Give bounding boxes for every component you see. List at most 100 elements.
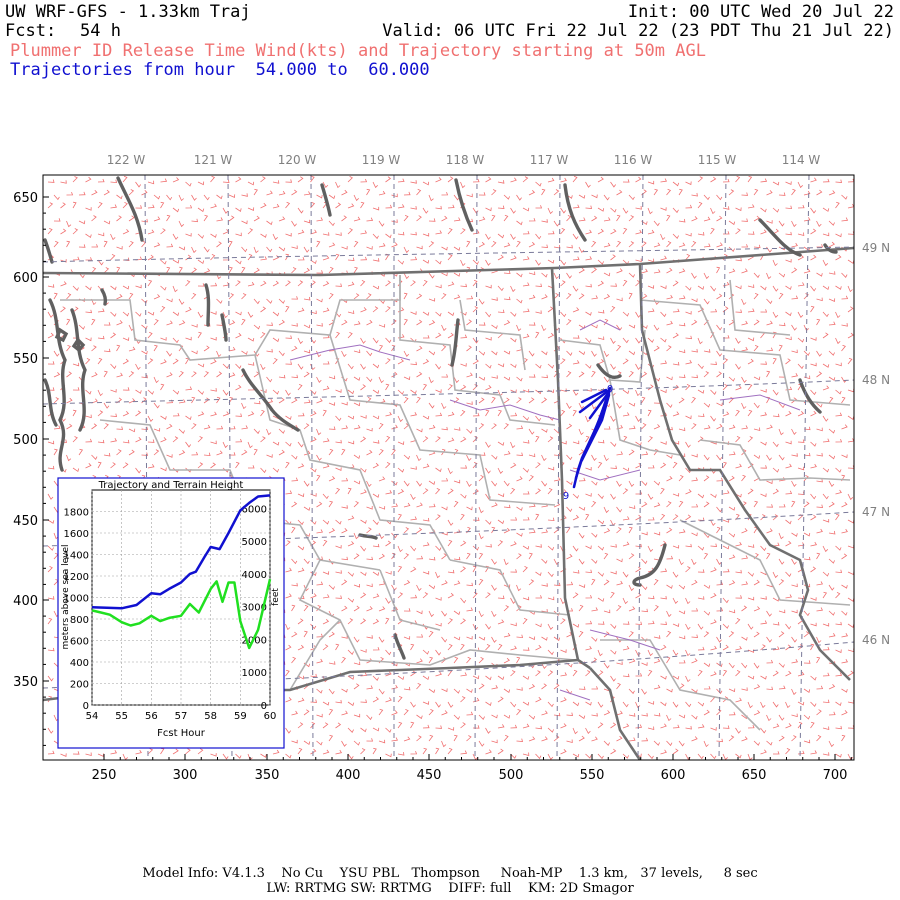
wind-barb xyxy=(785,440,792,445)
wind-barb xyxy=(785,411,792,417)
wind-barb xyxy=(397,592,404,599)
wind-barb xyxy=(303,191,311,196)
wind-barb xyxy=(128,428,136,433)
wind-barb xyxy=(666,555,674,560)
wind-barb xyxy=(610,283,618,287)
wind-barb xyxy=(97,439,105,444)
wind-barb xyxy=(110,332,117,339)
wind-barb xyxy=(347,228,353,235)
wind-barb xyxy=(435,332,442,339)
wind-barb xyxy=(685,441,691,448)
wind-barb xyxy=(741,346,749,352)
wind-barb xyxy=(672,675,680,680)
wind-barb xyxy=(685,675,691,683)
wind-barb xyxy=(353,424,361,430)
wind-barb xyxy=(772,621,780,626)
wind-barb xyxy=(528,736,536,742)
wind-barb xyxy=(760,361,768,365)
wind-barb xyxy=(328,448,334,456)
wind-barb xyxy=(766,424,773,430)
county-border xyxy=(379,569,441,631)
wind-barb xyxy=(403,686,411,691)
wind-barb xyxy=(47,311,54,318)
x-tick-label: 550 xyxy=(580,768,605,783)
wind-barb xyxy=(47,617,53,625)
wind-barb xyxy=(160,467,167,472)
wind-barb xyxy=(422,592,429,599)
wind-barb xyxy=(72,362,80,367)
wind-barb xyxy=(178,194,184,202)
wind-barb xyxy=(760,644,766,651)
wind-barb xyxy=(372,493,380,498)
wind-barb xyxy=(791,324,797,331)
wind-barb xyxy=(547,623,554,630)
wind-barb xyxy=(310,175,315,183)
wind-barb xyxy=(822,332,829,339)
wind-barb xyxy=(260,389,267,393)
wind-barb xyxy=(710,593,717,599)
wind-barb xyxy=(447,701,454,708)
wind-barb xyxy=(697,337,703,345)
wind-barb xyxy=(466,319,472,326)
wind-barb xyxy=(335,181,341,189)
wind-barb xyxy=(91,267,97,274)
wind-barb xyxy=(541,454,547,462)
river xyxy=(289,344,411,361)
wind-barb xyxy=(366,635,373,639)
wind-barb xyxy=(735,257,742,262)
wind-barb xyxy=(297,493,305,498)
wind-barb xyxy=(416,714,423,720)
wind-barb xyxy=(653,740,660,746)
wind-barb xyxy=(103,423,109,430)
wind-barb xyxy=(716,402,723,407)
wind-barb xyxy=(647,436,653,443)
wind-barb xyxy=(435,671,442,677)
wind-barb xyxy=(491,636,497,643)
wind-barb xyxy=(153,376,159,384)
wind-barb xyxy=(360,230,368,235)
wind-barb xyxy=(472,207,479,214)
wind-barb xyxy=(578,604,584,612)
wind-barb xyxy=(385,337,392,344)
wind-barb xyxy=(378,243,386,248)
wind-barb xyxy=(422,701,430,705)
wind-barb xyxy=(585,181,591,188)
wind-barb xyxy=(603,194,610,201)
wind-barb xyxy=(716,526,721,534)
wind-barb xyxy=(378,324,386,328)
wind-barb xyxy=(547,466,555,471)
wind-barb xyxy=(691,532,698,537)
wind-barb xyxy=(822,752,830,756)
wind-barb xyxy=(297,337,303,345)
wind-barb xyxy=(203,214,209,222)
wind-barb xyxy=(810,305,815,313)
wind-barb xyxy=(497,519,505,525)
wind-barb xyxy=(128,292,134,300)
wind-barb xyxy=(47,675,54,682)
wind-barb xyxy=(447,254,453,261)
wind-barb xyxy=(797,363,804,370)
wind-barb xyxy=(360,280,366,287)
wind-barb xyxy=(91,215,97,222)
wind-barb xyxy=(635,311,641,318)
wind-barb xyxy=(835,701,842,707)
wind-barb xyxy=(53,372,61,378)
wind-barb xyxy=(716,215,723,222)
wind-barb xyxy=(803,556,811,561)
trajectory-end-label: 0 xyxy=(607,384,613,395)
wind-barb xyxy=(366,480,372,487)
wind-barb xyxy=(391,552,396,560)
wind-barb xyxy=(478,714,485,720)
wind-barb xyxy=(691,319,698,326)
wind-barb xyxy=(341,740,347,747)
wind-barb xyxy=(772,285,779,292)
wind-barb xyxy=(53,218,61,222)
wind-barb xyxy=(147,358,154,365)
wind-barb xyxy=(335,439,342,444)
wind-barb xyxy=(478,578,484,586)
wind-barb xyxy=(353,683,360,690)
wind-barb xyxy=(660,178,667,183)
wind-barb xyxy=(310,593,317,599)
wind-barb xyxy=(416,345,423,352)
wind-barb xyxy=(285,697,292,703)
